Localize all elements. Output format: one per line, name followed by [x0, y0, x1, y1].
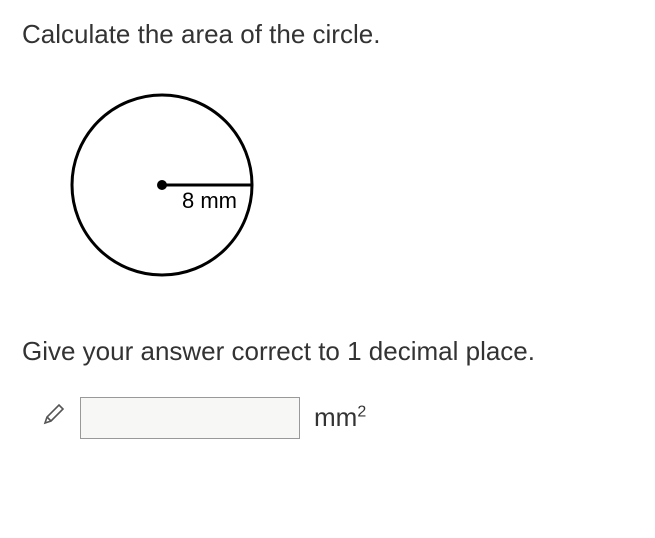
question-prompt: Calculate the area of the circle. — [22, 18, 633, 52]
unit-label: mm2 — [314, 402, 366, 433]
diagram-svg: 8 mm — [62, 80, 272, 290]
unit-exponent: 2 — [357, 403, 366, 420]
pencil-icon — [42, 402, 66, 433]
answer-row: mm2 — [42, 397, 633, 439]
center-dot — [157, 180, 167, 190]
instruction-text: Give your answer correct to 1 decimal pl… — [22, 335, 633, 369]
answer-input[interactable] — [80, 397, 300, 439]
unit-base: mm — [314, 402, 357, 432]
circle-diagram: 8 mm — [62, 80, 633, 295]
radius-label: 8 mm — [182, 188, 237, 213]
